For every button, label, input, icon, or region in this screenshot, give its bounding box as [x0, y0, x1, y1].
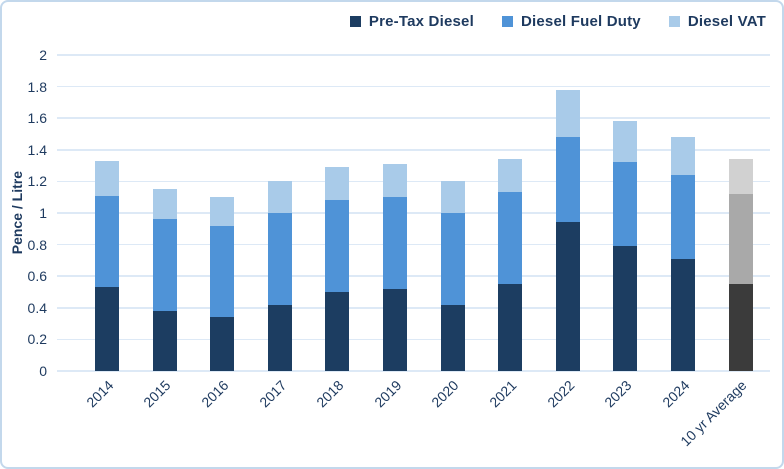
bar-segment-pre-tax-diesel: [152, 310, 177, 371]
gridline: [57, 370, 770, 372]
x-tick-label: 2015: [140, 377, 174, 411]
y-tick-label: 0.8: [27, 236, 47, 253]
bar-segment-pre-tax-diesel: [440, 304, 465, 371]
bar-2015: [152, 189, 177, 371]
gridline: [57, 85, 770, 88]
bar-segment-pre-tax-diesel: [95, 287, 119, 371]
y-tick-label: 0: [39, 363, 47, 379]
y-tick-label: 0.4: [27, 299, 47, 316]
y-tick-label: 1.4: [27, 141, 47, 158]
x-tick-label: 2022: [543, 377, 578, 411]
gridline: [57, 307, 770, 309]
bar-10-yr-average: [728, 159, 753, 371]
bar-segment-diesel-vat: [671, 137, 695, 176]
legend-label: Pre-Tax Diesel: [368, 13, 474, 30]
legend-item-pre-tax-diesel: Pre-Tax Diesel: [349, 13, 474, 30]
bar-segment-diesel-fuel-duty: [613, 162, 638, 247]
bar-segment-pre-tax-diesel: [671, 258, 695, 371]
gridline: [57, 149, 770, 151]
bar-segment-diesel-vat: [267, 181, 292, 214]
legend-item-diesel-fuel-duty: Diesel Fuel Duty: [501, 13, 641, 30]
gridline: [57, 243, 770, 246]
bar-segment-pre-tax-diesel: [555, 222, 580, 371]
bar-segment-diesel-vat: [210, 197, 235, 226]
bar-2016: [210, 197, 235, 371]
bar-2019: [383, 164, 407, 371]
y-tick-label: 2: [39, 47, 47, 63]
gridline: [57, 275, 770, 277]
bar-segment-diesel-vat: [383, 164, 407, 198]
legend-swatch-icon: [349, 16, 361, 27]
gridline: [57, 180, 770, 183]
bar-segment-diesel-vat: [613, 121, 638, 163]
legend-swatch-icon: [668, 16, 680, 27]
bar-segment-diesel-vat: [152, 189, 177, 220]
bar-segment-pre-tax-diesel: [267, 304, 292, 371]
x-tick-label: 2020: [428, 377, 462, 411]
bar-2018: [325, 167, 350, 371]
y-tick-label: 0.6: [27, 268, 47, 285]
bar-segment-diesel-vat: [440, 181, 465, 214]
legend-label: Diesel Fuel Duty: [520, 13, 641, 30]
bar-segment-pre-tax-diesel: [210, 317, 235, 371]
bar-segment-pre-tax-diesel: [383, 288, 407, 371]
x-tick-label: 2023: [601, 377, 635, 411]
bar-2024: [671, 137, 695, 371]
y-axis-ticks: 0 0.2 0.4 0.6 0.8 1 1.2 1.4 1.6 1.8 2: [2, 47, 47, 379]
bar-segment-diesel-fuel-duty: [383, 197, 407, 289]
bar-segment-diesel-fuel-duty: [440, 213, 465, 305]
legend-label: Diesel VAT: [687, 13, 766, 30]
legend: Pre-Tax Diesel Diesel Fuel Duty Diesel VAT: [349, 13, 766, 30]
y-tick-label: 1.8: [27, 78, 47, 95]
bar-segment-diesel-fuel-duty: [555, 137, 580, 223]
bar-2014: [95, 160, 119, 371]
bar-segment-diesel-fuel-duty: [210, 225, 235, 318]
bar-segment-diesel-vat: [498, 159, 523, 193]
x-tick-label: 2024: [658, 377, 693, 411]
bar-segment-diesel-fuel-duty: [95, 195, 119, 288]
bar-segment-diesel-fuel-duty: [267, 213, 292, 305]
bar-segment-pre-tax-diesel: [728, 284, 753, 371]
bar-segment-pre-tax-diesel: [498, 284, 523, 371]
gridline: [57, 54, 770, 56]
x-tick-label: 2014: [82, 377, 117, 411]
x-tick-label: 2018: [313, 377, 347, 411]
x-tick-label: 2017: [255, 377, 290, 411]
bar-2021: [498, 159, 523, 371]
bar-2017: [267, 181, 292, 371]
x-tick-label: 2021: [486, 377, 520, 411]
gridline: [57, 117, 770, 119]
x-tick-label: 2016: [198, 377, 232, 411]
gridline: [57, 338, 770, 341]
bar-segment-pre-tax-diesel: [613, 246, 638, 371]
bar-segment-diesel-vat: [555, 89, 580, 138]
bar-segment-diesel-fuel-duty: [325, 200, 350, 292]
legend-swatch-icon: [501, 16, 513, 27]
bar-2023: [613, 121, 638, 371]
x-axis-ticks: 2014 2015 2016 2017 2018 2019 2020 2021 2022 2023…: [57, 377, 770, 467]
bar-segment-diesel-vat: [728, 159, 753, 195]
y-tick-label: 1: [39, 205, 47, 221]
bar-segment-diesel-fuel-duty: [671, 175, 695, 259]
bar-segment-diesel-fuel-duty: [728, 194, 753, 285]
y-tick-label: 0.2: [27, 331, 47, 348]
bar-segment-diesel-fuel-duty: [152, 219, 177, 311]
legend-item-diesel-vat: Diesel VAT: [668, 13, 766, 30]
bar-segment-diesel-fuel-duty: [498, 192, 523, 285]
bar-2022: [555, 89, 580, 371]
bar-segment-diesel-vat: [95, 160, 119, 196]
bar-segment-pre-tax-diesel: [325, 292, 350, 371]
bar-2020: [440, 181, 465, 371]
y-tick-label: 1.6: [27, 110, 47, 127]
plot-area: [57, 54, 770, 372]
bar-segment-diesel-vat: [325, 167, 350, 201]
gridline: [57, 212, 770, 214]
y-tick-label: 1.2: [27, 173, 47, 190]
x-tick-label: 2019: [370, 377, 405, 411]
